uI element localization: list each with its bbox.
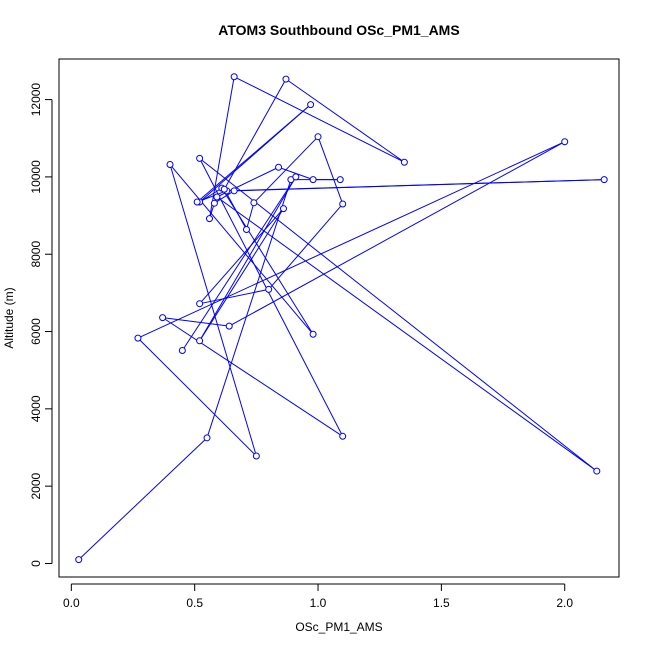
- data-point: [252, 452, 260, 460]
- y-tick-label: 0: [29, 560, 43, 567]
- series-segment: [78, 437, 208, 560]
- y-tick-label: 6000: [29, 318, 43, 345]
- data-point: [193, 198, 201, 206]
- series-segment: [162, 317, 230, 327]
- series-segment: [234, 179, 605, 192]
- series-segment: [268, 203, 344, 290]
- data-point: [166, 161, 174, 169]
- y-tick-label: 10000: [29, 160, 43, 194]
- series-segment: [169, 164, 257, 457]
- data-point: [196, 154, 204, 162]
- x-axis-label: OSc_PM1_AMS: [295, 620, 382, 634]
- x-axis: 0.0 0.5 1.0 1.5 2.0: [63, 583, 573, 610]
- data-point: [230, 187, 238, 195]
- data-point: [75, 556, 83, 564]
- data-point: [220, 185, 228, 193]
- series-segment: [199, 176, 297, 342]
- data-point: [203, 434, 211, 442]
- data-point: [309, 176, 317, 184]
- data-point: [210, 199, 218, 207]
- series-segment: [253, 136, 319, 204]
- data-point: [561, 138, 569, 146]
- series-segment: [199, 208, 284, 342]
- data-point: [279, 205, 287, 213]
- series-segment: [199, 208, 284, 305]
- data-point: [230, 73, 238, 81]
- series-segment: [317, 136, 344, 205]
- data-point: [242, 225, 250, 233]
- series-segment: [208, 76, 235, 219]
- series-segment: [199, 157, 598, 472]
- y-tick-label: 8000: [29, 241, 43, 268]
- data-point: [600, 176, 608, 184]
- data-point: [593, 467, 601, 475]
- series-lines: [78, 76, 605, 560]
- data-point: [134, 334, 142, 342]
- data-point: [265, 285, 273, 293]
- series-segment: [196, 104, 311, 203]
- data-point: [400, 158, 408, 166]
- x-tick-label: 0.0: [63, 596, 80, 610]
- series-segment: [137, 141, 565, 339]
- data-point: [250, 199, 258, 207]
- series-segment: [233, 76, 405, 163]
- x-tick-label: 2.0: [556, 596, 573, 610]
- data-point: [275, 163, 283, 171]
- series-segment: [246, 202, 255, 230]
- series-segment: [199, 288, 269, 305]
- data-point: [225, 322, 233, 330]
- plot-frame: [58, 58, 620, 578]
- chart-title: ATOM3 Southbound OSc_PM1_AMS: [218, 22, 459, 38]
- data-point: [196, 337, 204, 345]
- x-tick-label: 1.5: [433, 596, 450, 610]
- series-segment: [181, 176, 297, 351]
- series-segment: [214, 190, 235, 204]
- data-point: [178, 346, 186, 354]
- series-segment: [285, 78, 405, 163]
- data-point: [339, 432, 347, 440]
- data-point: [213, 193, 221, 201]
- y-tick-label: 2000: [29, 472, 43, 499]
- y-tick-label: 4000: [29, 395, 43, 422]
- series-segment: [137, 337, 257, 457]
- y-axis: 0 2000 4000 6000 8000 10000 12000: [29, 83, 53, 567]
- data-point: [196, 300, 204, 308]
- data-point: [309, 330, 317, 338]
- series-segment: [206, 179, 292, 438]
- data-point: [205, 215, 213, 223]
- data-point: [336, 176, 344, 184]
- data-point: [314, 133, 322, 141]
- x-tick-label: 0.5: [186, 596, 203, 610]
- series-segment: [223, 189, 247, 230]
- data-point: [292, 173, 300, 181]
- series-segment: [162, 317, 343, 437]
- series-segment: [228, 141, 565, 327]
- series-segment: [169, 164, 314, 335]
- data-point: [282, 75, 290, 83]
- data-point: [339, 200, 347, 208]
- y-tick-label: 12000: [29, 83, 43, 117]
- series-segment: [216, 196, 598, 472]
- data-point: [159, 314, 167, 322]
- series-segment: [199, 158, 344, 437]
- series-points: [75, 73, 608, 564]
- y-axis-label: Altitude (m): [2, 287, 16, 348]
- data-point: [307, 101, 315, 109]
- series-segment: [223, 78, 287, 190]
- x-tick-label: 1.0: [310, 596, 327, 610]
